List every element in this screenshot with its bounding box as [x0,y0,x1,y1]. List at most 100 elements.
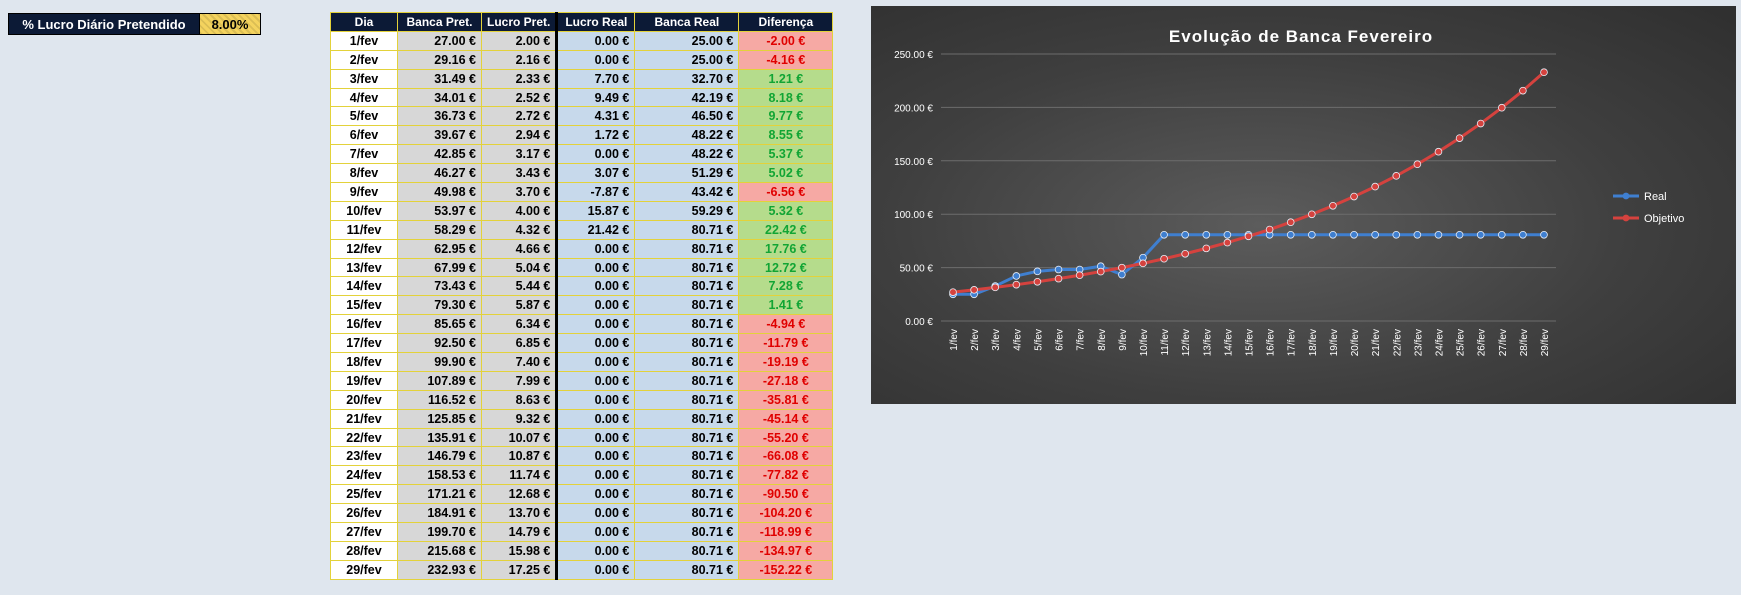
cell-dia[interactable]: 7/fev [330,144,398,165]
cell-diferenca[interactable]: -35.81 € [738,389,834,410]
cell-banca-real[interactable]: 59.29 € [634,200,740,221]
cell-lucro-real[interactable]: 0.00 € [556,465,636,486]
cell-lucro-pret[interactable]: 13.70 € [480,503,559,524]
cell-diferenca[interactable]: 8.55 € [738,125,834,146]
cell-diferenca[interactable]: 7.28 € [738,276,834,297]
cell-banca-pret[interactable]: 125.85 € [397,408,482,429]
cell-lucro-pret[interactable]: 14.79 € [480,522,559,542]
cell-dia[interactable]: 18/fev [330,352,398,372]
cell-banca-real[interactable]: 80.71 € [634,219,740,240]
cell-diferenca[interactable]: -4.16 € [738,49,834,70]
cell-banca-real[interactable]: 80.71 € [634,389,740,410]
cell-banca-real[interactable]: 80.71 € [634,503,740,524]
cell-banca-pret[interactable]: 158.53 € [397,465,482,486]
cell-lucro-pret[interactable]: 2.33 € [480,68,559,89]
cell-banca-pret[interactable]: 107.89 € [397,370,482,391]
cell-lucro-pret[interactable]: 11.74 € [480,465,559,486]
cell-banca-real[interactable]: 80.71 € [634,540,740,561]
cell-dia[interactable]: 8/fev [330,163,398,184]
cell-banca-pret[interactable]: 85.65 € [397,314,482,335]
cell-banca-real[interactable]: 46.50 € [634,106,740,127]
cell-dia[interactable]: 23/fev [330,446,398,467]
cell-diferenca[interactable]: -152.22 € [738,559,834,580]
cell-lucro-pret[interactable]: 7.40 € [480,352,559,372]
cell-diferenca[interactable]: -104.20 € [738,503,834,524]
cell-lucro-real[interactable]: 9.49 € [556,87,636,108]
cell-lucro-pret[interactable]: 2.94 € [480,125,559,146]
cell-banca-pret[interactable]: 67.99 € [397,257,482,278]
cell-dia[interactable]: 5/fev [330,106,398,127]
cell-banca-pret[interactable]: 49.98 € [397,182,482,202]
cell-diferenca[interactable]: -118.99 € [738,522,834,542]
cell-lucro-pret[interactable]: 2.16 € [480,49,559,70]
cell-diferenca[interactable]: 17.76 € [738,238,834,259]
cell-diferenca[interactable]: 22.42 € [738,219,834,240]
cell-lucro-pret[interactable]: 4.66 € [480,238,559,259]
cell-diferenca[interactable]: -19.19 € [738,352,834,372]
cell-diferenca[interactable]: -77.82 € [738,465,834,486]
cell-lucro-real[interactable]: 0.00 € [556,276,636,297]
cell-lucro-pret[interactable]: 12.68 € [480,484,559,505]
cell-lucro-real[interactable]: 0.00 € [556,49,636,70]
cell-dia[interactable]: 11/fev [330,219,398,240]
cell-diferenca[interactable]: -11.79 € [738,333,834,354]
cell-banca-real[interactable]: 25.00 € [634,30,740,51]
cell-banca-pret[interactable]: 27.00 € [397,30,482,51]
cell-lucro-pret[interactable]: 8.63 € [480,389,559,410]
cell-lucro-real[interactable]: 1.72 € [556,125,636,146]
cell-diferenca[interactable]: -4.94 € [738,314,834,335]
cell-banca-real[interactable]: 32.70 € [634,68,740,89]
cell-lucro-real[interactable]: 0.00 € [556,30,636,51]
cell-diferenca[interactable]: 5.02 € [738,163,834,184]
cell-lucro-real[interactable]: 0.00 € [556,484,636,505]
cell-banca-pret[interactable]: 73.43 € [397,276,482,297]
cell-banca-real[interactable]: 51.29 € [634,163,740,184]
cell-banca-real[interactable]: 80.71 € [634,484,740,505]
cell-dia[interactable]: 26/fev [330,503,398,524]
cell-dia[interactable]: 17/fev [330,333,398,354]
cell-banca-real[interactable]: 43.42 € [634,182,740,202]
cell-banca-real[interactable]: 80.71 € [634,295,740,316]
cell-banca-real[interactable]: 80.71 € [634,370,740,391]
cell-diferenca[interactable]: 8.18 € [738,87,834,108]
cell-lucro-pret[interactable]: 5.44 € [480,276,559,297]
cell-dia[interactable]: 16/fev [330,314,398,335]
cell-lucro-pret[interactable]: 6.34 € [480,314,559,335]
cell-banca-real[interactable]: 48.22 € [634,144,740,165]
cell-banca-pret[interactable]: 146.79 € [397,446,482,467]
cell-diferenca[interactable]: -90.50 € [738,484,834,505]
cell-dia[interactable]: 1/fev [330,30,398,51]
cell-lucro-real[interactable]: -7.87 € [556,182,636,202]
cell-banca-real[interactable]: 48.22 € [634,125,740,146]
cell-lucro-pret[interactable]: 4.00 € [480,200,559,221]
cell-diferenca[interactable]: -27.18 € [738,370,834,391]
cell-lucro-real[interactable]: 0.00 € [556,408,636,429]
cell-lucro-pret[interactable]: 3.70 € [480,182,559,202]
cell-banca-real[interactable]: 80.71 € [634,333,740,354]
cell-banca-pret[interactable]: 58.29 € [397,219,482,240]
cell-banca-pret[interactable]: 99.90 € [397,352,482,372]
cell-lucro-real[interactable]: 0.00 € [556,370,636,391]
cell-dia[interactable]: 25/fev [330,484,398,505]
cell-banca-pret[interactable]: 53.97 € [397,200,482,221]
cell-dia[interactable]: 12/fev [330,238,398,259]
cell-lucro-real[interactable]: 0.00 € [556,257,636,278]
cell-diferenca[interactable]: -45.14 € [738,408,834,429]
cell-banca-real[interactable]: 80.71 € [634,559,740,580]
cell-dia[interactable]: 10/fev [330,200,398,221]
cell-banca-pret[interactable]: 135.91 € [397,427,482,448]
cell-diferenca[interactable]: -55.20 € [738,427,834,448]
cell-lucro-real[interactable]: 0.00 € [556,352,636,372]
cell-diferenca[interactable]: 1.21 € [738,68,834,89]
cell-banca-real[interactable]: 80.71 € [634,427,740,448]
cell-dia[interactable]: 20/fev [330,389,398,410]
cell-lucro-pret[interactable]: 5.87 € [480,295,559,316]
cell-banca-pret[interactable]: 62.95 € [397,238,482,259]
cell-banca-real[interactable]: 80.71 € [634,276,740,297]
cell-dia[interactable]: 3/fev [330,68,398,89]
cell-lucro-real[interactable]: 0.00 € [556,446,636,467]
cell-banca-pret[interactable]: 36.73 € [397,106,482,127]
cell-lucro-real[interactable]: 7.70 € [556,68,636,89]
cell-lucro-pret[interactable]: 15.98 € [480,540,559,561]
cell-banca-pret[interactable]: 34.01 € [397,87,482,108]
